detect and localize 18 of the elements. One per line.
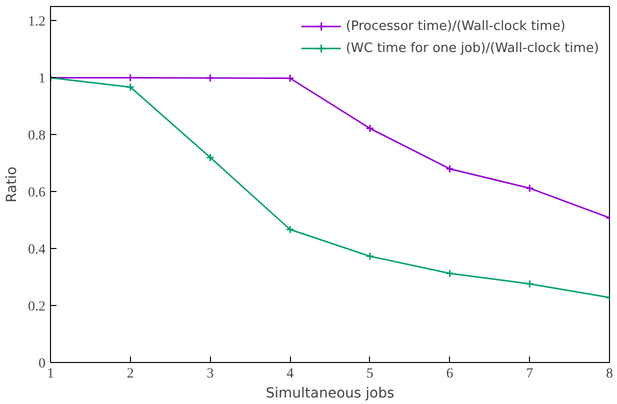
y-tick-label: 0 <box>38 356 46 372</box>
y-tick-label: 1 <box>38 72 46 87</box>
x-tick-label: 5 <box>366 366 374 382</box>
y-tick-label: 0.4 <box>28 242 46 258</box>
x-axis-title: Simultaneous jobs <box>266 386 394 402</box>
x-tick-label: 8 <box>606 366 613 382</box>
x-tick-label: 2 <box>126 366 134 382</box>
x-tick-label: 3 <box>206 366 214 382</box>
y-tick-label: 1.2 <box>28 14 46 30</box>
x-tick-label: 7 <box>526 366 534 382</box>
y-tick-label: 0.8 <box>28 128 46 144</box>
legend-label: (Processor time)/(Wall-clock time) <box>346 18 566 34</box>
y-tick-label: 0.2 <box>28 300 46 315</box>
x-tick-label: 6 <box>446 366 454 382</box>
y-axis-title: Ratio <box>4 166 20 202</box>
legend-label: (WC time for one job)/(Wall-clock time) <box>346 40 599 56</box>
x-tick-label: 4 <box>286 366 294 382</box>
y-tick-label: 0.6 <box>28 186 46 201</box>
